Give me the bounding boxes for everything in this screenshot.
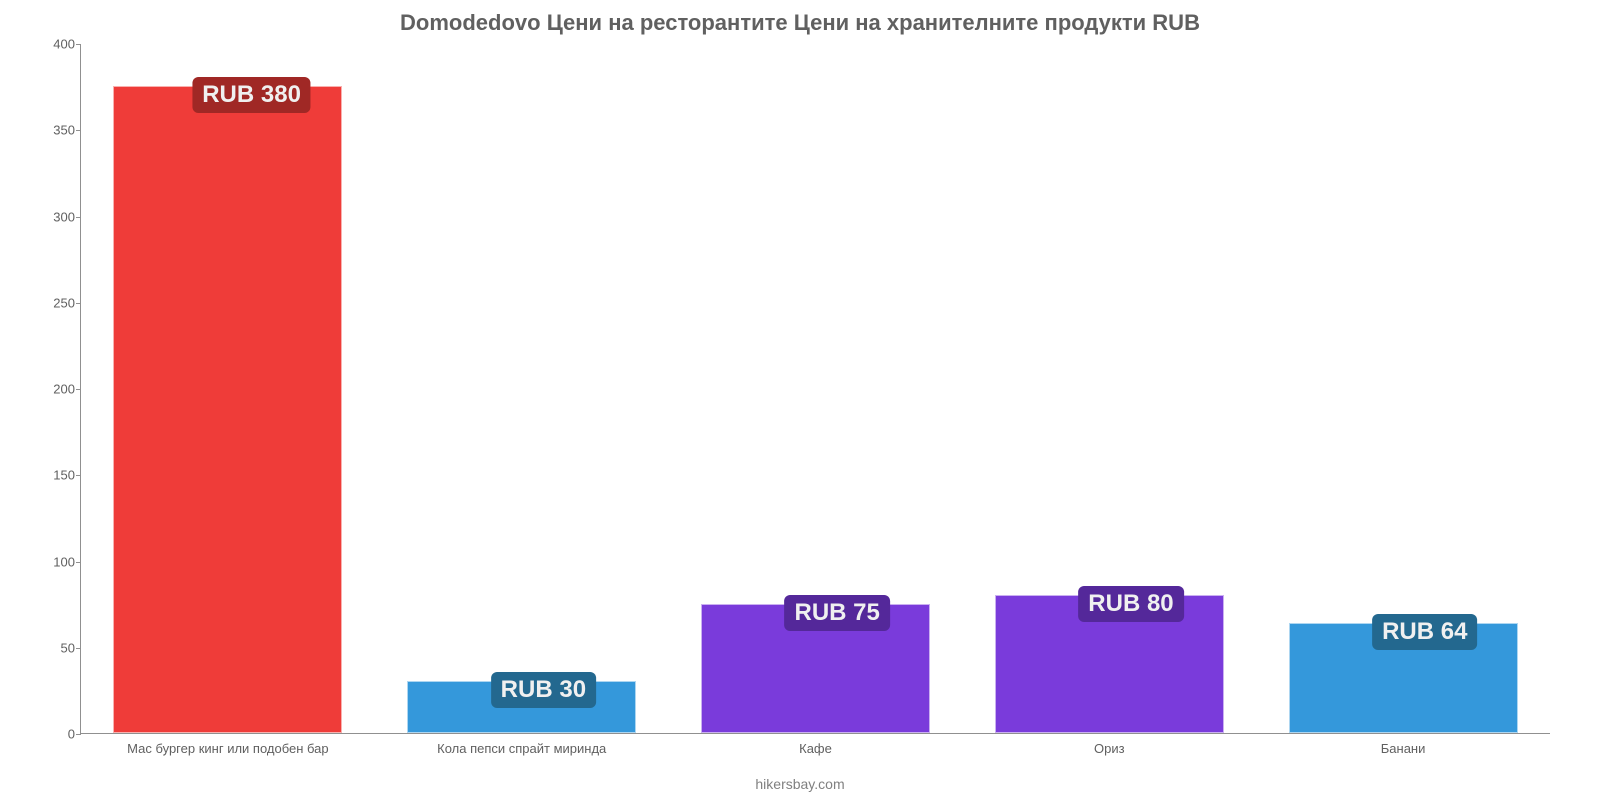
y-tick-label: 400 [31,37,75,52]
x-tick-label: Кола пепси спрайт миринда [375,741,669,756]
bar-slot: RUB 64Банани [1256,44,1550,733]
y-tick-label: 150 [31,468,75,483]
chart-title: Domodedovo Цени на ресторантите Цени на … [30,10,1570,36]
y-tick-label: 250 [31,295,75,310]
bar-value-label: RUB 75 [784,595,889,631]
y-tick-label: 300 [31,209,75,224]
chart-footer: hikersbay.com [0,776,1600,792]
y-tick-label: 200 [31,382,75,397]
y-tick-label: 100 [31,554,75,569]
price-bar-chart: Domodedovo Цени на ресторантите Цени на … [0,0,1600,800]
bar-value-label: RUB 30 [491,672,596,708]
bar [113,86,342,733]
bars-container: RUB 380Мас бургер кинг или подобен барRU… [81,44,1550,733]
bar-slot: RUB 80Ориз [962,44,1256,733]
y-tick-label: 50 [31,640,75,655]
bar-slot: RUB 75Кафе [669,44,963,733]
y-tick-label: 0 [31,727,75,742]
bar-value-label: RUB 80 [1078,586,1183,622]
x-tick-label: Ориз [962,741,1256,756]
bar-value-label: RUB 64 [1372,614,1477,650]
y-tick-label: 350 [31,123,75,138]
x-tick-label: Мас бургер кинг или подобен бар [81,741,375,756]
x-tick-label: Кафе [669,741,963,756]
plot-area: RUB 380Мас бургер кинг или подобен барRU… [80,44,1550,734]
bar-slot: RUB 30Кола пепси спрайт миринда [375,44,669,733]
bar-slot: RUB 380Мас бургер кинг или подобен бар [81,44,375,733]
bar-value-label: RUB 380 [192,77,311,113]
x-tick-label: Банани [1256,741,1550,756]
